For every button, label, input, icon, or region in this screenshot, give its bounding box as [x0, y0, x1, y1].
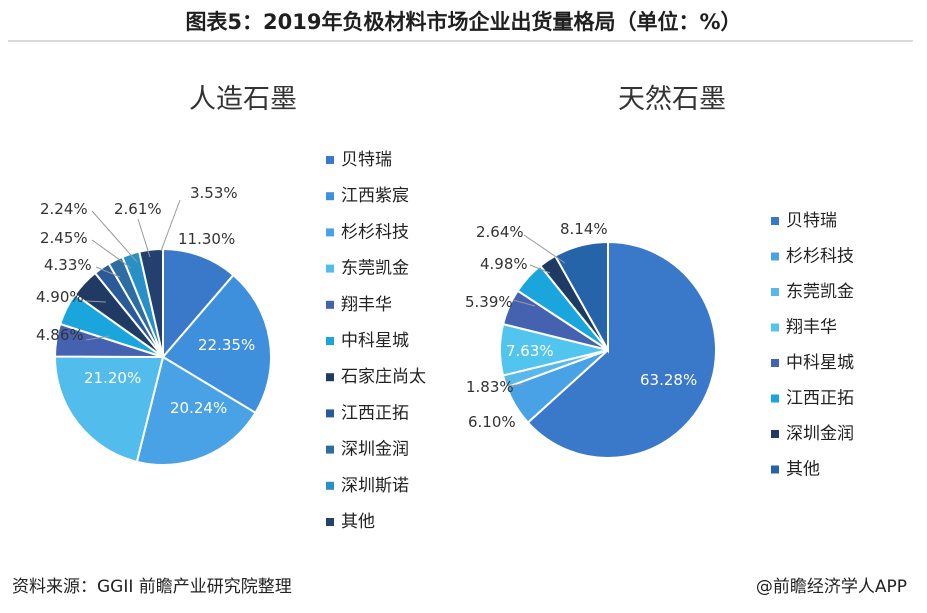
- slice-value-label: 5.39%: [465, 293, 513, 311]
- legend-swatch: [326, 337, 334, 345]
- slice-value-label: 2.24%: [40, 200, 88, 218]
- legend-entry: 江西紫宸: [341, 186, 409, 206]
- credit-note: @前瞻经济学人APP: [755, 577, 907, 597]
- slice-value-label: 6.10%: [468, 413, 516, 431]
- natural-graphite-chart: 天然石墨 63.28% 6.10% 1.83% 7.63% 5.39% 4.98% 2.64%…: [465, 84, 854, 480]
- title-divider: [8, 40, 913, 42]
- legend-swatch: [326, 373, 334, 382]
- figure-title: 图表5：2019年负极材料市场企业出货量格局（单位：%）: [185, 10, 742, 34]
- legend-entry: 其他: [341, 512, 375, 532]
- legend-entry: 东莞凯金: [341, 259, 409, 279]
- artificial-graphite-chart: 人造石墨 11.30% 22.35% 20.24% 21.20% 4.86% 4.90% 4.…: [36, 84, 426, 532]
- chart-title: 天然石墨: [618, 84, 726, 115]
- legend-entry: 杉杉科技: [786, 247, 854, 267]
- legend-swatch: [326, 264, 334, 273]
- legend-swatch: [771, 465, 779, 474]
- legend-swatch: [771, 252, 779, 261]
- legend-entry: 石家庄尚太: [341, 367, 426, 387]
- pie-slice-3: [135, 355, 257, 466]
- label-leader-line: [512, 299, 536, 307]
- legend-entry: 贝特瑞: [786, 211, 837, 231]
- label-leader-line: [523, 234, 566, 264]
- slice-value-label: 1.83%: [466, 378, 514, 396]
- legend-entry: 江西正拓: [341, 403, 409, 423]
- legend-entry: 其他: [786, 460, 820, 480]
- slice-value-label: 20.24%: [170, 399, 227, 417]
- pie-slice-2: [161, 273, 272, 415]
- pie-slice-4: [53, 355, 165, 464]
- legend-swatch: [771, 323, 779, 332]
- legend-swatch: [326, 192, 334, 201]
- label-leader-line: [529, 264, 551, 274]
- legend-swatch: [326, 228, 334, 237]
- legend-entry: 中科星城: [786, 353, 854, 373]
- legend-entry: 杉杉科技: [341, 222, 409, 242]
- legend-swatch: [326, 481, 334, 490]
- label-leader-line: [85, 335, 111, 341]
- legend-swatch: [326, 156, 334, 164]
- legend-swatch: [326, 445, 334, 454]
- legend-swatch: [771, 288, 779, 296]
- source-note: 资料来源：GGII 前瞻产业研究院整理: [12, 577, 292, 597]
- legend-swatch: [326, 518, 334, 526]
- legend-entry: 深圳金润: [786, 424, 854, 444]
- label-leader-line: [91, 239, 132, 269]
- label-leader-line: [137, 218, 151, 258]
- slice-value-label: 22.35%: [198, 336, 255, 354]
- slice-value-label: 4.98%: [480, 255, 528, 273]
- slice-value-label: 8.14%: [560, 220, 608, 238]
- legend-entry: 翔丰华: [786, 318, 837, 338]
- legend-swatch: [771, 217, 779, 225]
- slice-value-label: 2.64%: [476, 223, 524, 241]
- legend-entry: 深圳金润: [341, 440, 409, 460]
- legend-swatch: [771, 430, 779, 438]
- legend-entry: 贝特瑞: [341, 150, 392, 170]
- legend-entry: 深圳斯诺: [341, 476, 409, 496]
- slice-value-label: 11.30%: [178, 230, 235, 248]
- label-leader-line: [85, 300, 107, 303]
- slice-value-label: 3.53%: [190, 184, 238, 202]
- legend-entry: 翔丰华: [341, 295, 392, 315]
- legend-entry: 中科星城: [341, 331, 409, 351]
- legend-swatch: [326, 409, 334, 418]
- slice-value-label: 7.63%: [506, 342, 554, 360]
- legend-swatch: [326, 300, 334, 309]
- pie-slice-1: [162, 247, 235, 360]
- legend-entry: 江西正拓: [786, 389, 854, 409]
- pie-slice-11: [138, 247, 164, 358]
- label-leader-line: [160, 199, 181, 252]
- slice-value-label: 4.86%: [36, 326, 84, 344]
- label-leader-line: [95, 266, 121, 278]
- slice-value-label: 4.90%: [36, 288, 84, 306]
- slice-value-label: 4.33%: [44, 256, 92, 274]
- slice-value-label: 2.61%: [114, 200, 162, 218]
- chart-title: 人造石墨: [189, 84, 297, 115]
- slice-value-label: 63.28%: [640, 371, 697, 389]
- legend-entry: 东莞凯金: [786, 282, 854, 302]
- slice-value-label: 21.20%: [84, 369, 141, 387]
- legend-swatch: [771, 394, 779, 403]
- pie-slice-1: [526, 240, 717, 459]
- label-leader-line: [507, 383, 525, 387]
- legend-swatch: [771, 359, 779, 367]
- slice-value-label: 2.45%: [40, 229, 88, 247]
- label-leader-line: [91, 210, 138, 263]
- pie-charts: 人造石墨 11.30% 22.35% 20.24% 21.20% 4.86% 4.90% 4.…: [36, 84, 854, 532]
